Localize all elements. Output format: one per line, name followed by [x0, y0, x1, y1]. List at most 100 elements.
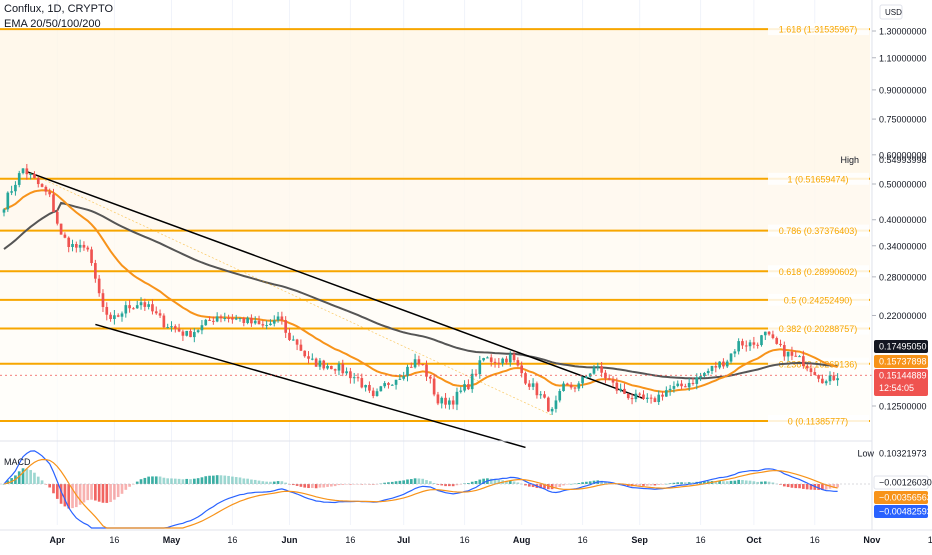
candle-body	[135, 305, 139, 309]
macd-histogram-bar	[109, 484, 112, 503]
candle-body	[748, 342, 752, 347]
macd-histogram-bar	[246, 478, 249, 484]
macd-histogram-bar	[383, 482, 386, 484]
price-tick-label: 0.75000000	[879, 115, 927, 125]
macd-histogram-bar	[299, 484, 303, 487]
macd-histogram-bar	[489, 478, 493, 484]
macd-histogram-bar	[250, 479, 253, 484]
macd-histogram-bar	[406, 479, 409, 484]
macd-histogram-bar	[280, 481, 284, 484]
fib-label: 0.786 (0.37376403)	[779, 226, 858, 236]
channel-lower-line	[95, 323, 526, 449]
candle-body	[29, 174, 32, 176]
time-tick-label: 16	[109, 535, 119, 545]
macd-histogram-bar	[215, 475, 219, 484]
candle-body	[440, 397, 444, 404]
candle-body	[154, 311, 158, 314]
candle-body	[634, 393, 638, 400]
candle-body	[250, 317, 253, 324]
candle-body	[779, 343, 782, 346]
macd-histogram-bar	[497, 479, 501, 484]
indicator-legend[interactable]: EMA 20/50/100/200	[4, 18, 101, 30]
macd-histogram-bar	[371, 484, 375, 485]
candle-body	[817, 375, 820, 379]
price-tag-last	[874, 369, 928, 396]
candle-body	[756, 344, 760, 346]
candle-body	[744, 345, 748, 347]
macd-histogram-bar	[505, 480, 508, 484]
macd-histogram-bar	[337, 484, 341, 486]
price-tick-label: 0.28000000	[879, 272, 927, 282]
candle-body	[36, 177, 40, 185]
macd-histogram-bar	[794, 484, 798, 489]
macd-label: MACD	[4, 457, 31, 467]
macd-histogram-bar	[767, 481, 771, 484]
candle-body	[684, 386, 687, 388]
candle-body	[619, 388, 622, 391]
candle-body	[649, 397, 653, 399]
candle-body	[470, 373, 474, 390]
macd-histogram-bar	[124, 484, 128, 490]
macd-histogram-bar	[52, 484, 55, 494]
macd-histogram-bar	[699, 481, 702, 484]
macd-histogram-bar	[653, 484, 657, 486]
macd-histogram-bar	[59, 484, 63, 504]
candle-body	[113, 315, 116, 320]
time-tick-label: 16	[578, 535, 588, 545]
macd-histogram-bar	[17, 471, 21, 484]
candle-body	[794, 355, 798, 357]
fib-band	[0, 230, 870, 272]
candle-body	[463, 384, 466, 391]
macd-histogram-bar	[48, 484, 52, 488]
candle-body	[25, 168, 29, 175]
macd-tag-macd	[874, 505, 928, 518]
fib-label-bg	[768, 224, 869, 237]
macd-histogram-bar	[196, 478, 200, 484]
candle-body	[352, 377, 356, 379]
candle-body	[623, 388, 626, 394]
time-tick-label: Aug	[513, 535, 531, 545]
candle-body	[151, 304, 154, 312]
candle-body	[246, 317, 249, 323]
candle-body	[55, 211, 59, 224]
candle-body	[626, 393, 630, 399]
macd-histogram-bar	[330, 484, 333, 487]
candle-body	[170, 326, 173, 328]
candle-body	[508, 354, 512, 363]
candle-body	[790, 351, 794, 356]
chart-title: Conflux, 1D, CRYPTO	[4, 3, 114, 15]
candle-body	[356, 377, 360, 379]
fib-band	[0, 271, 870, 300]
candle-body	[387, 383, 390, 385]
price-tick-label: 0.12500000	[879, 402, 927, 412]
macd-histogram-bar	[668, 483, 672, 484]
candle-body	[505, 358, 508, 363]
macd-histogram-bar	[295, 484, 299, 486]
macd-histogram-bar	[543, 484, 546, 489]
macd-histogram-bar	[718, 480, 721, 484]
candle-body	[661, 394, 664, 397]
candle-body	[821, 378, 824, 384]
candle-body	[189, 330, 192, 338]
candle-body	[120, 313, 124, 317]
candle-body	[253, 320, 257, 324]
candle-body	[562, 383, 565, 391]
candle-body	[33, 174, 36, 178]
candle-body	[497, 362, 501, 364]
macd-histogram-bar	[269, 481, 272, 484]
macd-histogram-bar	[113, 484, 116, 500]
macd-histogram-bar	[786, 484, 790, 488]
macd-tag-signal	[874, 491, 928, 504]
candle-body	[482, 358, 485, 361]
candle-body	[558, 390, 562, 401]
candle-body	[695, 377, 699, 384]
candle-body	[573, 387, 577, 389]
macd-histogram-bar	[748, 480, 752, 484]
candle-body	[699, 376, 702, 378]
macd-histogram-bar	[482, 478, 485, 484]
macd-tag-value: −0.00482593	[879, 507, 932, 517]
candle-body	[242, 318, 246, 323]
macd-histogram-bar	[588, 481, 592, 484]
